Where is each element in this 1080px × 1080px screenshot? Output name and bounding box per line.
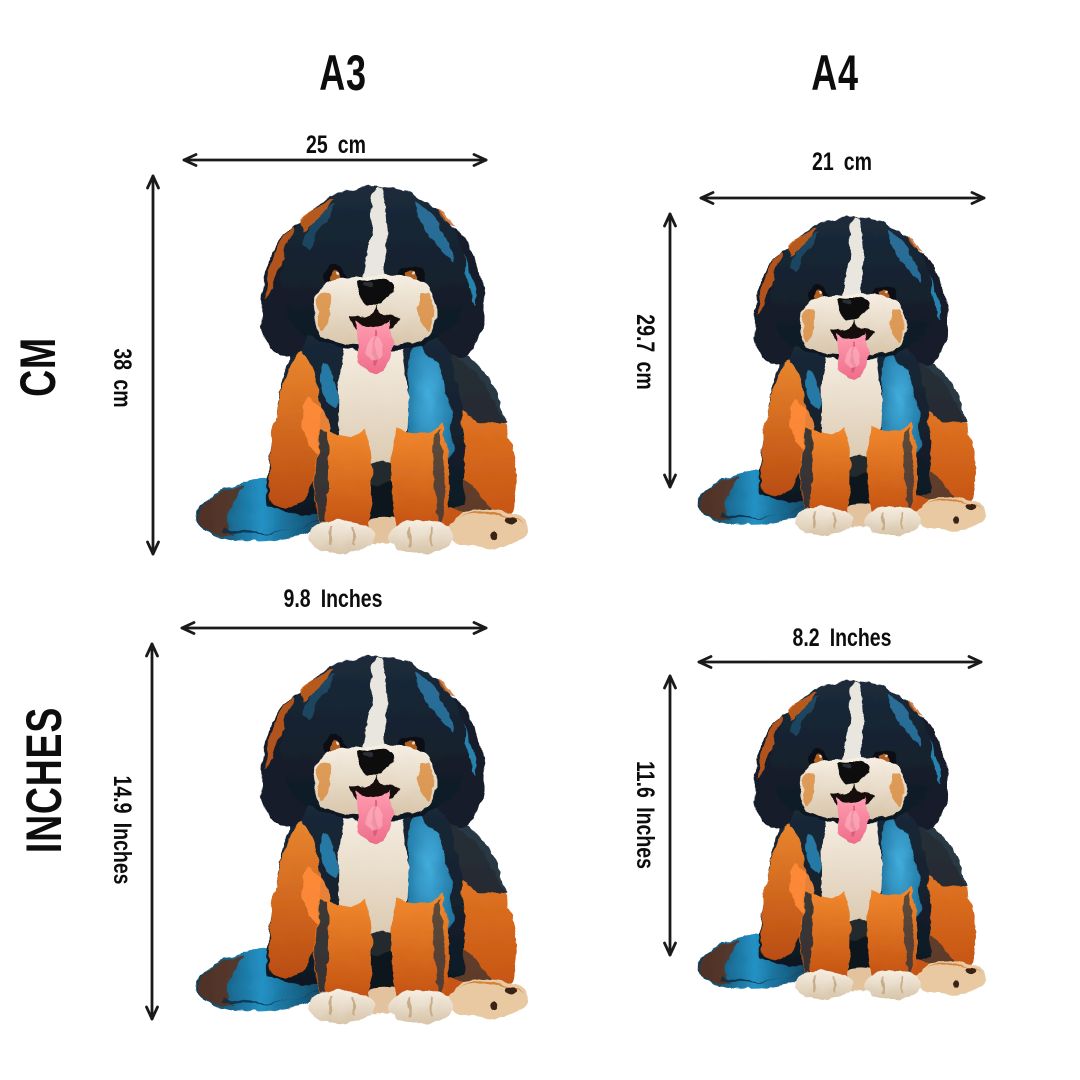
width-arrow-a4-inches	[697, 655, 983, 669]
width-arrow-a3-inches	[180, 621, 488, 635]
dog-image-a4-inches	[688, 671, 992, 1005]
dog-image-a3-inches	[185, 645, 535, 1030]
height-label-a4-cm: 29.7 cm	[631, 314, 659, 390]
row-label-inches: INCHES	[16, 706, 72, 854]
height-arrow-a4-inches	[663, 674, 677, 957]
width-label-a3-cm: 25 cm	[306, 131, 366, 159]
width-label-a4-inches: 8.2 Inches	[792, 624, 892, 652]
width-label-a4-cm: 21 cm	[812, 148, 872, 176]
height-label-a3-cm: 38 cm	[108, 348, 136, 408]
height-arrow-a3-inches	[145, 642, 159, 1021]
row-label-cm: CM	[10, 337, 66, 397]
height-label-a4-inches: 11.6 Inches	[631, 761, 659, 869]
height-label-a3-inches: 14.9 Inches	[108, 775, 136, 885]
column-header-a4: A4	[811, 45, 859, 101]
column-header-a3: A3	[319, 45, 367, 101]
width-arrow-a4-cm	[699, 191, 986, 205]
width-label-a3-inches: 9.8 Inches	[283, 585, 383, 613]
height-arrow-a4-cm	[663, 212, 677, 489]
height-arrow-a3-cm	[146, 174, 160, 556]
width-arrow-a3-cm	[182, 153, 488, 167]
dog-image-a4-cm	[688, 207, 992, 541]
dog-image-a3-cm	[185, 175, 535, 560]
